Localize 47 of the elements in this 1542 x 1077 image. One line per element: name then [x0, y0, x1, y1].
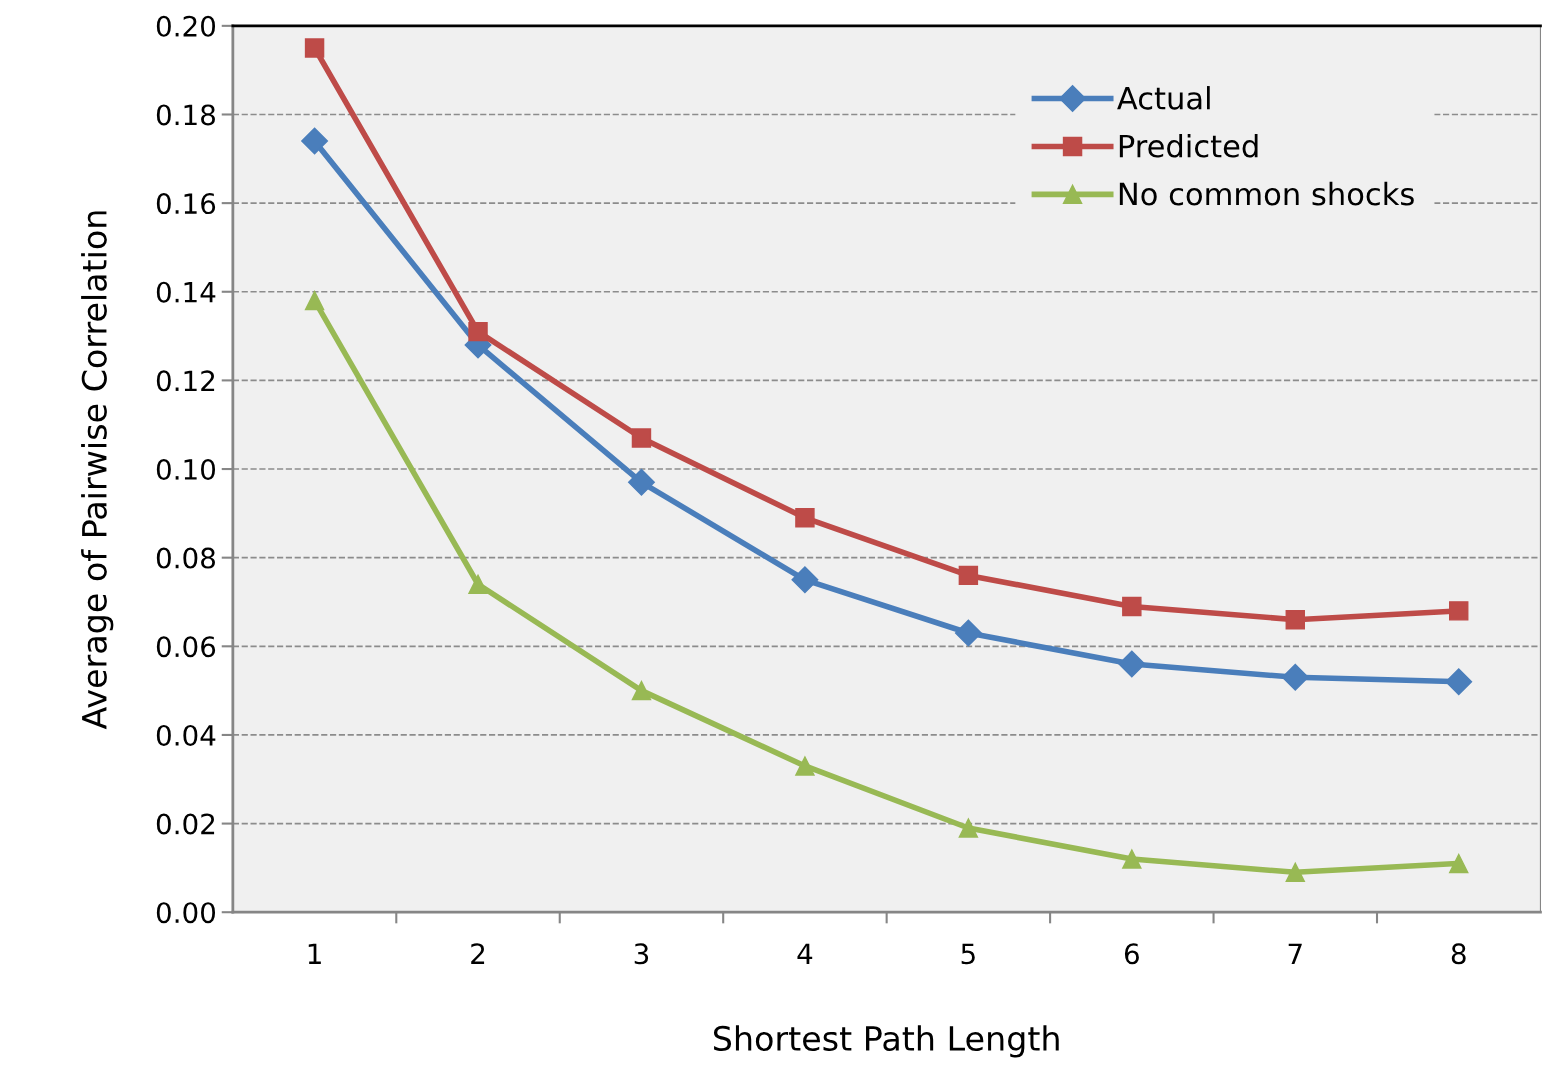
- point: [301, 127, 329, 155]
- point: [795, 508, 815, 528]
- x-tick-label: 4: [797, 943, 813, 964]
- y-tick-label: 0.12: [156, 370, 215, 392]
- x-tick-label: 5: [961, 943, 975, 965]
- point: [468, 321, 488, 342]
- y-tick-label: 0.06: [156, 636, 216, 658]
- y-tick-label: 0.10: [156, 458, 216, 480]
- point: [631, 428, 652, 448]
- point: [1118, 650, 1146, 678]
- x-tick-label: 1: [308, 943, 321, 964]
- point: [958, 565, 979, 586]
- point: [954, 619, 982, 647]
- y-tick-label: 0.00: [156, 902, 216, 924]
- x-axis-title: Shortest Path Length: [713, 1025, 1059, 1058]
- y-tick-label: 0.20: [156, 15, 216, 37]
- legend-label: No common shocks: [1119, 181, 1414, 206]
- point: [1122, 596, 1142, 617]
- y-axis-title: Average of Pairwise Correlation: [81, 211, 114, 730]
- point: [468, 574, 488, 594]
- point: [1449, 601, 1469, 621]
- point: [1285, 609, 1306, 630]
- y-tick-label: 0.18: [156, 104, 215, 126]
- y-tick-label: 0.02: [156, 813, 215, 835]
- x-tick-label: 3: [634, 943, 649, 965]
- y-tick-label: 0.08: [156, 547, 215, 569]
- point: [958, 818, 979, 838]
- point: [1449, 853, 1469, 874]
- point: [1445, 668, 1473, 696]
- y-tick-label: 0.04: [156, 724, 216, 746]
- y-tick-label: 0.14: [156, 281, 216, 303]
- point: [795, 756, 815, 776]
- point: [1281, 663, 1309, 691]
- legend-label: Predicted: [1119, 133, 1258, 158]
- x-tick-label: 2: [471, 943, 485, 964]
- point: [304, 38, 325, 58]
- y-tick-label: 0.16: [156, 193, 216, 215]
- point: [791, 566, 819, 594]
- point: [628, 468, 655, 496]
- point: [631, 680, 652, 701]
- legend-label: Actual: [1117, 86, 1210, 110]
- point: [1285, 862, 1306, 883]
- x-tick-label: 6: [1124, 943, 1139, 965]
- point: [304, 290, 325, 311]
- x-tick-label: 7: [1288, 943, 1302, 964]
- point: [1122, 849, 1142, 869]
- x-tick-label: 8: [1451, 943, 1466, 965]
